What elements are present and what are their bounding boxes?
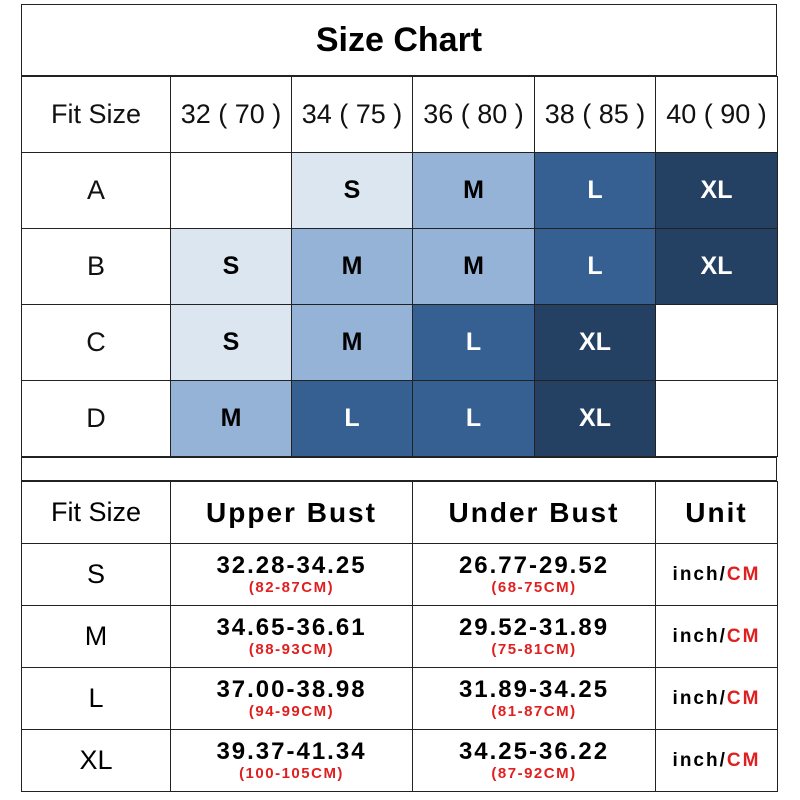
measure-row: L 37.00-38.98 (94-99CM) 31.89-34.25 (81-87CM… xyxy=(21,667,778,730)
band-size-header: 32 ( 70 ) xyxy=(170,76,292,153)
size-cell: S xyxy=(291,152,413,229)
size-label: S xyxy=(21,543,171,606)
measure-row: S 32.28-34.25 (82-87CM) 26.77-29.52 (68-75CM… xyxy=(21,543,778,606)
upper-bust-cell: 39.37-41.34 (100-105CM) xyxy=(170,729,413,792)
size-cell: M xyxy=(412,228,535,305)
measure-header: Under Bust xyxy=(412,481,656,544)
upper-bust-cell: 37.00-38.98 (94-99CM) xyxy=(170,667,413,730)
size-cell xyxy=(655,380,778,457)
size-cell: L xyxy=(534,152,656,229)
cup-label: A xyxy=(21,152,171,229)
size-cell: XL xyxy=(655,228,778,305)
size-cell: M xyxy=(412,152,535,229)
unit-inch: inch/ xyxy=(672,749,727,771)
size-cell: M xyxy=(291,228,413,305)
unit-cm: CM xyxy=(726,749,761,771)
upper-bust-cell: 34.65-36.61 (88-93CM) xyxy=(170,605,413,668)
under-bust-cm: (75-81CM) xyxy=(491,641,577,658)
size-cell: XL xyxy=(534,380,656,457)
unit-inch: inch/ xyxy=(672,563,727,585)
upper-bust-cm: (82-87CM) xyxy=(248,579,335,596)
cup-label: D xyxy=(21,380,171,457)
fit-size-table: Fit Size 32 ( 70 ) 34 ( 75 ) 36 ( 80 ) 38 ( … xyxy=(21,76,778,457)
under-bust-inch: 29.52-31.89 xyxy=(458,614,610,641)
band-size-header: 38 ( 85 ) xyxy=(534,76,656,153)
under-bust-cell: 29.52-31.89 (75-81CM) xyxy=(412,605,656,668)
measurement-table: Fit Size Upper Bust Under Bust Unit S 32.28-3… xyxy=(21,481,778,792)
size-cell: M xyxy=(291,304,413,381)
size-cell: S xyxy=(170,304,292,381)
under-bust-cm: (81-87CM) xyxy=(491,703,577,720)
under-bust-inch: 26.77-29.52 xyxy=(458,552,610,579)
table-spacer xyxy=(21,457,777,481)
unit-cm: CM xyxy=(726,687,761,709)
under-bust-cell: 26.77-29.52 (68-75CM) xyxy=(412,543,656,606)
upper-bust-inch: 32.28-34.25 xyxy=(216,552,367,579)
measure-row: M 34.65-36.61 (88-93CM) 29.52-31.89 (75-81CM… xyxy=(21,605,778,668)
size-label: M xyxy=(21,605,171,668)
cup-label: C xyxy=(21,304,171,381)
fit-row: D M L L XL xyxy=(21,380,778,457)
unit-inch: inch/ xyxy=(672,687,727,709)
under-bust-cm: (87-92CM) xyxy=(491,765,577,782)
unit-cm: CM xyxy=(726,563,761,585)
size-cell: XL xyxy=(534,304,656,381)
fit-row: B S M M L XL xyxy=(21,228,778,305)
size-cell: L xyxy=(412,304,535,381)
band-size-header: 34 ( 75 ) xyxy=(291,76,413,153)
size-cell: M xyxy=(170,380,292,457)
size-label: L xyxy=(21,667,171,730)
upper-bust-cm: (100-105CM) xyxy=(239,765,344,782)
size-cell: L xyxy=(412,380,535,457)
size-cell: L xyxy=(291,380,413,457)
band-size-header: 40 ( 90 ) xyxy=(655,76,778,153)
upper-bust-cm: (88-93CM) xyxy=(248,641,335,658)
measure-header-row: Fit Size Upper Bust Under Bust Unit xyxy=(21,481,778,544)
unit-cell: inch/CM xyxy=(655,605,778,668)
upper-bust-cell: 32.28-34.25 (82-87CM) xyxy=(170,543,413,606)
size-cell: S xyxy=(170,228,292,305)
unit-cm: CM xyxy=(726,625,761,647)
fit-row: C S M L XL xyxy=(21,304,778,381)
under-bust-cell: 31.89-34.25 (81-87CM) xyxy=(412,667,656,730)
unit-cell: inch/CM xyxy=(655,543,778,606)
upper-bust-inch: 39.37-41.34 xyxy=(216,738,367,765)
unit-cell: inch/CM xyxy=(655,667,778,730)
under-bust-inch: 34.25-36.22 xyxy=(458,738,610,765)
unit-inch: inch/ xyxy=(672,625,727,647)
page-title: Size Chart xyxy=(21,4,777,76)
size-label: XL xyxy=(21,729,171,792)
measure-row: XL 39.37-41.34 (100-105CM) 34.25-36.22 (87-9… xyxy=(21,729,778,792)
fit-size-header: Fit Size xyxy=(21,76,171,153)
measure-header: Upper Bust xyxy=(170,481,413,544)
unit-cell: inch/CM xyxy=(655,729,778,792)
upper-bust-inch: 37.00-38.98 xyxy=(216,676,367,703)
upper-bust-inch: 34.65-36.61 xyxy=(216,614,367,641)
fit-header-row: Fit Size 32 ( 70 ) 34 ( 75 ) 36 ( 80 ) 38 ( … xyxy=(21,76,778,153)
measure-header: Fit Size xyxy=(21,481,171,544)
fit-row: A S M L XL xyxy=(21,152,778,229)
upper-bust-cm: (94-99CM) xyxy=(248,703,335,720)
under-bust-cm: (68-75CM) xyxy=(491,579,577,596)
under-bust-cell: 34.25-36.22 (87-92CM) xyxy=(412,729,656,792)
size-cell xyxy=(170,152,292,229)
size-cell: XL xyxy=(655,152,778,229)
cup-label: B xyxy=(21,228,171,305)
under-bust-inch: 31.89-34.25 xyxy=(458,676,610,703)
size-cell xyxy=(655,304,778,381)
size-cell: L xyxy=(534,228,656,305)
measure-header: Unit xyxy=(655,481,778,544)
band-size-header: 36 ( 80 ) xyxy=(412,76,535,153)
